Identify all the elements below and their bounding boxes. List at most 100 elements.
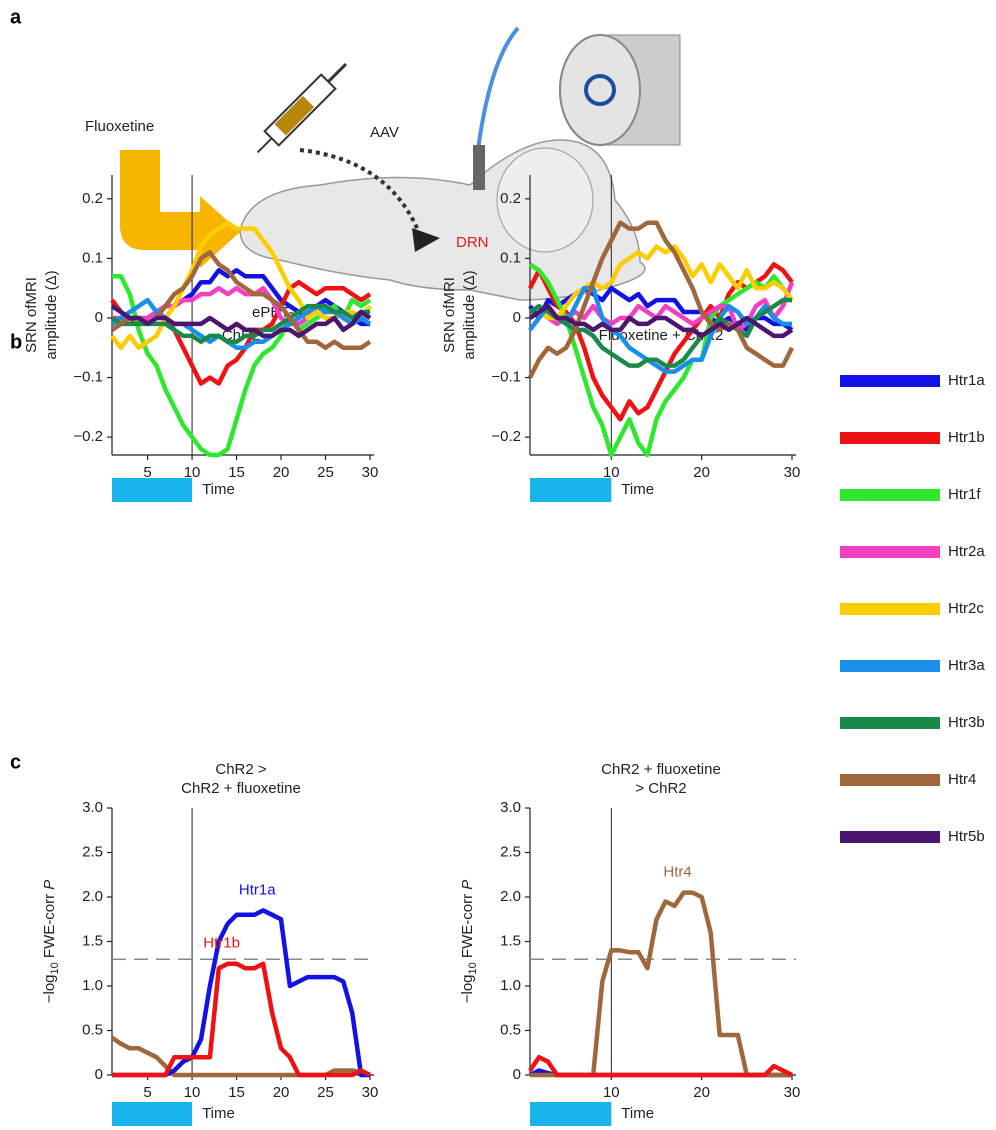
- y-tick-label: 0.5: [82, 1021, 103, 1038]
- legend-label: Htr5b: [948, 828, 985, 845]
- series-line: [528, 303, 794, 339]
- scanner-coil: [584, 74, 616, 106]
- panel-label: a: [10, 6, 22, 28]
- x-tick-label: 30: [362, 464, 379, 481]
- legend-label: Htr3a: [948, 657, 985, 674]
- legend-label: Htr1a: [948, 372, 985, 389]
- y-tick-label: 0.5: [500, 1021, 521, 1038]
- y-label-part: −log: [41, 974, 58, 1003]
- series-annotation: Htr1a: [239, 881, 276, 898]
- series-line: [110, 220, 372, 351]
- y-tick-label: −0.1: [73, 369, 103, 386]
- series-annotation: Htr4: [663, 864, 691, 881]
- legend-label: Htr2a: [948, 543, 985, 560]
- panel-label: b: [10, 331, 22, 353]
- x-tick-label: 10: [603, 1084, 620, 1101]
- stimulus-bar: [530, 1102, 612, 1126]
- series-line: [110, 1035, 371, 1078]
- chart-title: ChR2 + fluoxetine: [181, 780, 301, 797]
- x-tick-label: 10: [603, 464, 620, 481]
- series-line: [528, 285, 792, 374]
- y-axis-label: amplitude (Δ): [43, 270, 60, 359]
- y-tick-label: 0: [95, 309, 103, 326]
- y-tick-label: 0: [95, 1066, 103, 1083]
- x-tick-label: 15: [228, 1084, 245, 1101]
- series-line: [110, 297, 372, 351]
- chart-title: > ChR2: [635, 780, 686, 797]
- y-axis-label: amplitude (Δ): [461, 270, 478, 359]
- x-tick-label: 15: [228, 464, 245, 481]
- x-tick-label: 30: [784, 1084, 801, 1101]
- x-axis-label: Time: [202, 1105, 235, 1122]
- series-line: [112, 908, 370, 1078]
- x-tick-label: 5: [143, 1084, 151, 1101]
- series-line: [110, 303, 370, 345]
- chart-title: ChR2 >: [215, 761, 267, 778]
- legend-label: Htr1f: [948, 486, 981, 503]
- y-label-italic: P: [459, 880, 476, 890]
- y-tick-label: 2.5: [82, 843, 103, 860]
- cerebellum-icon: [496, 147, 594, 253]
- x-tick-label: 25: [317, 464, 334, 481]
- y-tick-label: 1.0: [500, 977, 521, 994]
- x-tick-label: 30: [784, 464, 801, 481]
- y-axis-label: −log10 FWE-corr P: [459, 880, 479, 1004]
- target-label: DRN: [456, 234, 489, 251]
- stimulus-bar: [112, 478, 193, 502]
- series-line: [527, 220, 795, 379]
- y-tick-label: 1.5: [82, 932, 103, 949]
- x-tick-label: 20: [273, 1084, 290, 1101]
- y-tick-label: 3.0: [500, 799, 521, 816]
- y-tick-label: 2.5: [500, 843, 521, 860]
- x-tick-label: 25: [317, 1084, 334, 1101]
- y-tick-label: 0: [513, 309, 521, 326]
- y-tick-label: 1.5: [500, 932, 521, 949]
- x-axis-label: Time: [621, 481, 654, 498]
- legend-label: Htr3b: [948, 714, 985, 731]
- y-tick-label: 2.0: [500, 888, 521, 905]
- series-line: [528, 262, 794, 458]
- scanner-face: [559, 34, 641, 146]
- y-label-sub: 10: [467, 962, 479, 974]
- y-tick-label: 0.2: [500, 190, 521, 207]
- y-label-sub: 10: [49, 962, 61, 974]
- legend-label: Htr4: [948, 771, 976, 788]
- x-tick-label: 20: [693, 464, 710, 481]
- series-line: [110, 304, 372, 339]
- syringe-icon: [256, 62, 348, 154]
- x-tick-label: 20: [693, 1084, 710, 1101]
- y-label-part: FWE-corr: [459, 890, 476, 963]
- y-tick-label: 3.0: [82, 799, 103, 816]
- drug-label: Fluoxetine: [85, 118, 154, 135]
- y-tick-label: 0.2: [82, 190, 103, 207]
- fiber-cannula: [473, 145, 485, 190]
- injection-path: [299, 148, 422, 236]
- y-axis-label: SRN ofMRI: [23, 277, 40, 353]
- y-tick-label: 0.1: [82, 249, 103, 266]
- y-tick-label: 0: [513, 1066, 521, 1083]
- y-tick-label: 0.1: [500, 249, 521, 266]
- x-tick-label: 20: [273, 464, 290, 481]
- x-tick-label: 30: [362, 1084, 379, 1101]
- y-tick-label: −0.1: [491, 369, 521, 386]
- legend-label: Htr1b: [948, 429, 985, 446]
- arrow-icon: [120, 150, 240, 268]
- x-axis-label: Time: [202, 481, 235, 498]
- x-tick-label: 10: [184, 1084, 201, 1101]
- arrowhead: [412, 228, 440, 252]
- panel-label: c: [10, 751, 21, 773]
- series-line: [528, 1054, 794, 1078]
- series-annotation: Htr1b: [203, 935, 240, 952]
- vector-label: AAV: [370, 124, 399, 141]
- x-axis-label: Time: [621, 1105, 654, 1122]
- x-tick-label: 10: [184, 464, 201, 481]
- chart-title: ChR2 + fluoxetine: [601, 761, 721, 778]
- legend-label: Htr2c: [948, 600, 984, 617]
- x-tick-label: 5: [143, 464, 151, 481]
- schematic: Fluoxetine AAV DRN ePET-cre+/−: [85, 26, 681, 321]
- y-tick-label: −0.2: [491, 428, 521, 445]
- y-tick-label: 1.0: [82, 977, 103, 994]
- fiber-icon: [476, 26, 520, 151]
- y-label-part: FWE-corr: [41, 890, 58, 963]
